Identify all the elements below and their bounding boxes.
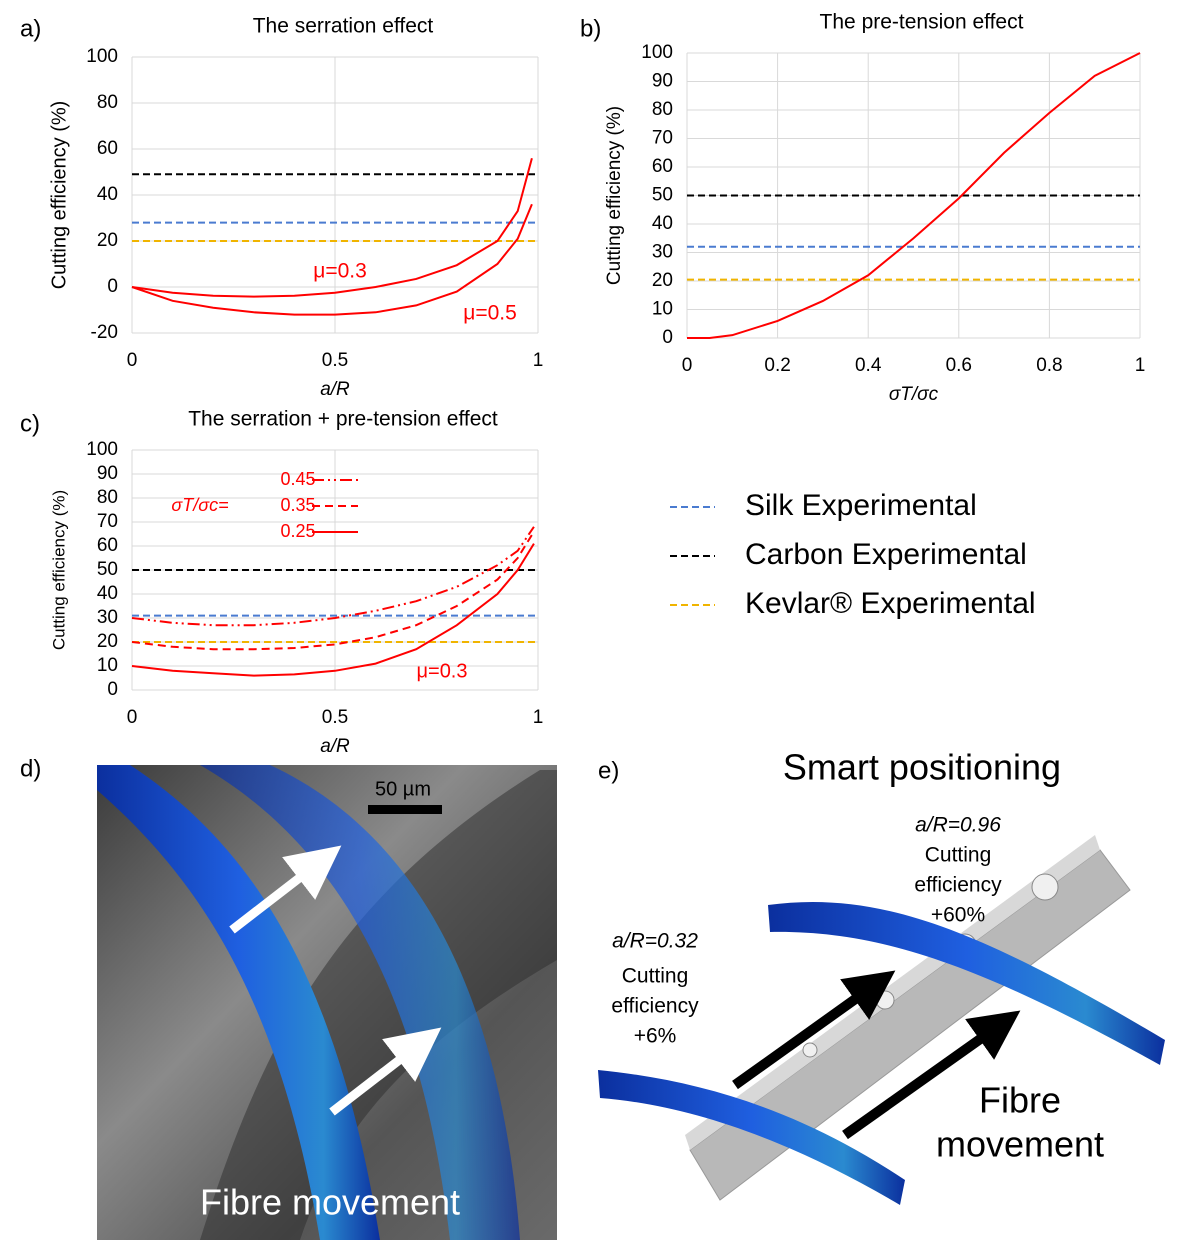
series-label: 0.25 (280, 521, 315, 541)
y-tick-label: 40 (652, 213, 673, 234)
note-line: Cutting (925, 844, 992, 867)
y-tick-label: 50 (652, 185, 673, 206)
caption: Fibre movement (200, 1182, 460, 1223)
y-tick-label: 60 (97, 535, 118, 556)
x-tick-label: 0 (127, 707, 138, 728)
x-axis-label: σT/σc (889, 384, 939, 405)
x-tick-label: 0 (127, 350, 138, 371)
y-tick-label: 60 (97, 138, 118, 159)
note-line: +6% (634, 1025, 677, 1048)
y-tick-label: 80 (97, 92, 118, 113)
x-tick-label: 0.2 (764, 355, 790, 376)
y-tick-label: 0 (107, 679, 118, 700)
y-tick-label: 40 (97, 583, 118, 604)
y-tick-label: 100 (86, 439, 118, 460)
series-label: 0.45 (280, 469, 315, 489)
y-tick-label: 0 (662, 327, 673, 348)
note-ratio: a/R=0.32 (612, 930, 698, 953)
y-tick-label: 10 (97, 655, 118, 676)
panel-label: c) (20, 410, 40, 437)
series-line (132, 544, 534, 676)
legend-label: Carbon Experimental (745, 538, 1027, 571)
x-axis-label: a/R (320, 736, 350, 757)
note-line: efficiency (611, 995, 699, 1018)
chart-title: The pre-tension effect (820, 11, 1024, 34)
y-tick-label: 50 (97, 559, 118, 580)
y-tick-label: 40 (97, 184, 118, 205)
y-tick-label: 90 (97, 463, 118, 484)
x-tick-label: 0.5 (322, 707, 348, 728)
series-label: μ=0.5 (463, 302, 517, 325)
y-tick-label: 70 (652, 128, 673, 149)
y-tick-label: 100 (641, 42, 673, 63)
annotation: μ=0.3 (416, 660, 467, 682)
y-tick-label: 10 (652, 299, 673, 320)
y-tick-label: 30 (97, 607, 118, 628)
caption: movement (936, 1124, 1104, 1165)
x-tick-label: 0 (682, 355, 693, 376)
y-tick-label: 90 (652, 71, 673, 92)
panel-title: Smart positioning (783, 747, 1061, 788)
x-axis-label: a/R (320, 379, 350, 400)
y-tick-label: 20 (97, 230, 118, 251)
note-ratio: a/R=0.96 (915, 814, 1001, 837)
panel-e: e) Smart positioning a/R=0.32 Cutting ef… (598, 747, 1165, 1205)
scale-label: 50 µm (375, 778, 431, 800)
panel-label: a) (20, 15, 41, 42)
y-axis-label: Cutting efficiency (%) (48, 101, 70, 290)
y-tick-label: 20 (652, 270, 673, 291)
y-tick-label: 30 (652, 242, 673, 263)
y-axis-label: Cutting efficiency (%) (604, 106, 625, 285)
legend-title: σT/σc= (171, 495, 228, 515)
figure: d) 50 µm Fibre movement e) Smart positio… (0, 0, 1177, 1247)
y-tick-label: 60 (652, 156, 673, 177)
y-axis-label: Cutting efficiency (%) (49, 490, 68, 650)
x-tick-label: 0.4 (855, 355, 882, 376)
y-tick-label: 80 (97, 487, 118, 508)
scale-bar (368, 805, 442, 814)
x-tick-label: 0.5 (322, 350, 348, 371)
y-tick-label: 20 (97, 631, 118, 652)
y-tick-label: 80 (652, 99, 673, 120)
series-line (132, 527, 534, 625)
panel-label: d) (20, 755, 41, 782)
y-tick-label: 0 (107, 276, 118, 297)
y-tick-label: 100 (86, 46, 118, 67)
legend-label: Kevlar® Experimental (745, 587, 1036, 620)
x-tick-label: 0.6 (946, 355, 972, 376)
y-tick-label: 70 (97, 511, 118, 532)
series-label: μ=0.3 (313, 260, 367, 283)
panel-d: d) 50 µm Fibre movement (20, 755, 557, 1240)
series-line (132, 532, 534, 650)
x-tick-label: 1 (1135, 355, 1146, 376)
panel-label: e) (598, 757, 619, 784)
chart-title: The serration + pre-tension effect (188, 408, 498, 431)
note-line: Cutting (622, 965, 689, 988)
x-tick-label: 1 (533, 707, 544, 728)
series-label: 0.35 (280, 495, 315, 515)
x-tick-label: 0.8 (1036, 355, 1062, 376)
legend-label: Silk Experimental (745, 489, 977, 522)
chart-title: The serration effect (253, 15, 434, 38)
note-line: efficiency (914, 874, 1002, 897)
panel-label: b) (580, 15, 601, 42)
caption: Fibre (979, 1080, 1061, 1121)
y-tick-label: -20 (91, 322, 118, 343)
note-line: +60% (931, 904, 985, 927)
x-tick-label: 1 (533, 350, 544, 371)
